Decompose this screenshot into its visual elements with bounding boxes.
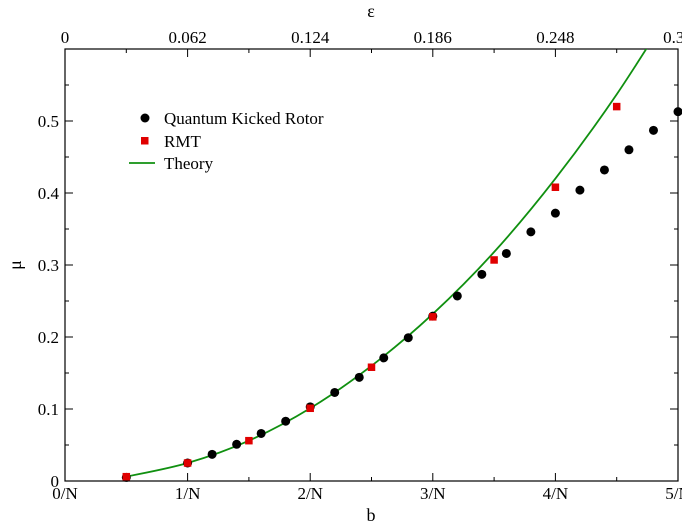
- legend-label-qkr: Quantum Kicked Rotor: [164, 109, 324, 128]
- y-tick-label: 0.1: [38, 400, 59, 419]
- top-tick-label: 0.31: [663, 28, 682, 47]
- rmt-point: [367, 363, 376, 371]
- rmt-point: [551, 183, 560, 191]
- qkr-point: [452, 291, 462, 301]
- legend-label-rmt: RMT: [164, 132, 201, 151]
- x-tick-label: 0/N: [52, 484, 78, 503]
- rmt-point: [429, 313, 437, 321]
- points-layer: [121, 102, 682, 482]
- rmt-point: [612, 102, 621, 111]
- x-tick-label: 1/N: [175, 484, 201, 503]
- rmt-point: [490, 256, 498, 264]
- top-tick-label: 0.062: [168, 28, 206, 47]
- legend-marker-rmt: [141, 137, 149, 145]
- top-tick-label: 0.124: [291, 28, 330, 47]
- qkr-point: [207, 449, 217, 459]
- qkr-point: [379, 353, 389, 363]
- qkr-point: [624, 145, 634, 155]
- rmt-point: [245, 436, 253, 445]
- qkr-point: [256, 428, 266, 438]
- x-axis-title: b: [367, 505, 376, 525]
- y-tick-label: 0.5: [38, 112, 59, 131]
- top-tick-label: 0.248: [536, 28, 574, 47]
- legend-label-theory: Theory: [164, 154, 214, 173]
- plot-frame: [64, 48, 679, 482]
- x-tick-label: 3/N: [420, 484, 446, 503]
- top-axis-title: ε: [367, 1, 375, 21]
- qkr-point: [673, 107, 682, 117]
- qkr-point: [354, 372, 364, 382]
- qkr-point: [599, 165, 609, 175]
- y-axis-title: μ: [5, 260, 25, 270]
- y-tick-label: 0.3: [38, 256, 59, 275]
- y-tick-label: 0.2: [38, 328, 59, 347]
- qkr-point: [526, 227, 536, 237]
- top-tick-label: 0.186: [414, 28, 452, 47]
- qkr-point: [403, 333, 413, 343]
- legend: Quantum Kicked Rotor RMT Theory: [129, 109, 324, 173]
- legend-marker-qkr: [140, 113, 150, 123]
- axis-ticks: 0/N 1/N 2/N 3/N 4/N 5/N 0 0.062 0.124 0.186 0.248 0…: [38, 28, 682, 503]
- top-tick-label: 0: [61, 28, 70, 47]
- rmt-point: [122, 472, 131, 481]
- x-tick-label: 5/N: [665, 484, 682, 503]
- qkr-point: [501, 248, 511, 258]
- y-tick-label: 0.4: [38, 184, 60, 203]
- qkr-point: [648, 125, 658, 135]
- qkr-point: [330, 387, 340, 397]
- theory-layer: [126, 49, 648, 478]
- x-tick-label: 2/N: [297, 484, 323, 503]
- qkr-point: [281, 416, 291, 426]
- qkr-point: [575, 185, 585, 195]
- qkr-point: [550, 208, 560, 218]
- theory-line: [126, 49, 648, 478]
- rmt-point: [306, 404, 314, 413]
- x-tick-label: 4/N: [543, 484, 569, 503]
- qkr-point: [477, 269, 487, 279]
- y-tick-label: 0: [51, 472, 60, 491]
- qkr-point: [232, 439, 242, 449]
- rmt-point: [183, 459, 192, 467]
